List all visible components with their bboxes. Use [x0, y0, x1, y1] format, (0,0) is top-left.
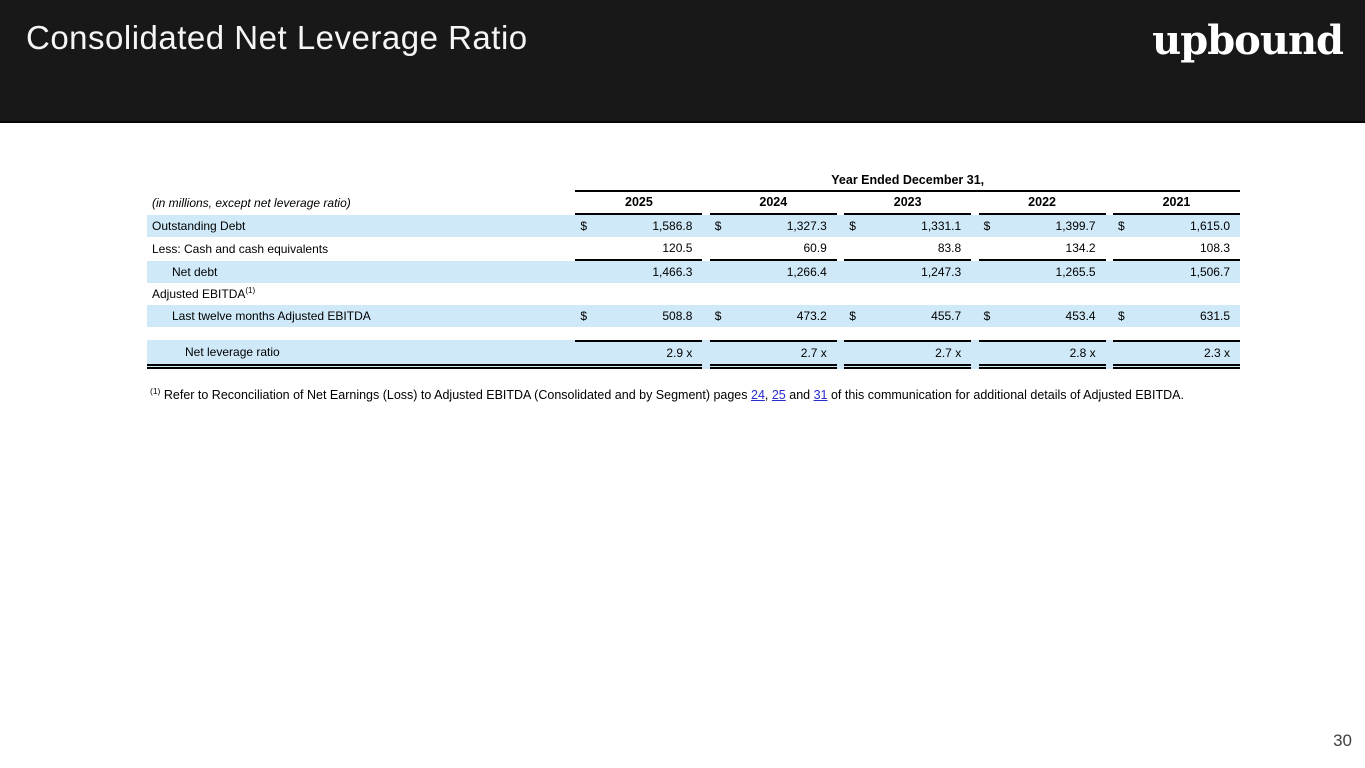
footnote-marker: (1)	[150, 386, 161, 396]
table-row-less-cash: Less: Cash and cash equivalents 120.5 60…	[147, 237, 1240, 261]
table-row-outstanding-debt: Outstanding Debt $1,586.8 $1,327.3 $1,33…	[147, 215, 1240, 237]
row-label: Outstanding Debt	[152, 219, 246, 233]
page-link-31[interactable]: 31	[813, 388, 828, 403]
row-label: Less: Cash and cash equivalents	[152, 242, 329, 256]
year-header: 2024	[709, 192, 837, 215]
year-header: 2023	[844, 192, 972, 215]
net-leverage-table: Year Ended December 31, (in millions, ex…	[147, 170, 1240, 369]
table-spacer-row	[147, 327, 1240, 340]
year-header: 2021	[1112, 192, 1240, 215]
table-cell-value: 120.5	[575, 237, 703, 261]
row-label: Net debt	[172, 265, 218, 279]
page-title: Consolidated Net Leverage Ratio	[26, 19, 528, 56]
header-bar: Consolidated Net Leverage Ratio upbound	[0, 0, 1365, 123]
table-cell-value: 2.7 x	[709, 340, 837, 369]
slide-page-number: 30	[1333, 731, 1352, 750]
row-label: Adjusted EBITDA(1)	[152, 286, 256, 302]
table-cell-value: 1,265.5	[1055, 265, 1096, 279]
empty-cell	[147, 170, 568, 192]
table-row-ltm-adjusted-ebitda: Last twelve months Adjusted EBITDA $508.…	[147, 305, 1240, 327]
table-cell-value: 2.7 x	[844, 340, 972, 369]
table-cell-value: 108.3	[1112, 237, 1240, 261]
footnote-text: of this communication for additional det…	[827, 388, 1184, 403]
table-container: Year Ended December 31, (in millions, ex…	[147, 170, 1240, 369]
table-cell-value: $473.2	[714, 309, 827, 323]
footnote: (1) Refer to Reconciliation of Net Earni…	[150, 386, 1184, 403]
footnote-marker: (1)	[245, 286, 256, 295]
table-cell-value: $508.8	[580, 309, 693, 323]
table-cell-value: 2.3 x	[1112, 340, 1240, 369]
year-header: 2022	[978, 192, 1106, 215]
table-cell-value: 1,247.3	[921, 265, 962, 279]
table-cell-value: $1,331.1	[849, 219, 962, 233]
table-cell-value: 1,506.7	[1189, 265, 1230, 279]
table-row-adjusted-ebitda: Adjusted EBITDA(1)	[147, 283, 1240, 305]
row-label: Last twelve months Adjusted EBITDA	[172, 309, 371, 323]
table-caption: (in millions, except net leverage ratio)	[152, 196, 351, 210]
table-row-net-debt: Net debt 1,466.3 1,266.4 1,247.3 1,265.5…	[147, 261, 1240, 283]
upbound-logo: upbound	[1152, 17, 1344, 64]
table-cell-value: 1,266.4	[786, 265, 827, 279]
table-cell-value: 2.9 x	[575, 340, 703, 369]
table-year-header-row: (in millions, except net leverage ratio)…	[147, 192, 1240, 215]
table-cell-value: 134.2	[978, 237, 1106, 261]
year-ended-header: Year Ended December 31,	[575, 170, 1240, 192]
table-cell-value: $1,399.7	[983, 219, 1096, 233]
table-cell-value: $1,615.0	[1117, 219, 1230, 233]
table-cell-value: $1,586.8	[580, 219, 693, 233]
page-link-24[interactable]: 24	[751, 388, 765, 403]
table-cell-value: 1,466.3	[652, 265, 693, 279]
year-header: 2025	[575, 192, 703, 215]
table-cell-value: 60.9	[709, 237, 837, 261]
row-label: Net leverage ratio	[147, 340, 569, 369]
footnote-text: Refer to Reconciliation of Net Earnings …	[160, 388, 751, 403]
table-cell-value: 2.8 x	[978, 340, 1106, 369]
table-cell-value: $1,327.3	[714, 219, 827, 233]
table-cell-value: $455.7	[849, 309, 962, 323]
table-row-net-leverage-ratio: Net leverage ratio 2.9 x 2.7 x 2.7 x 2.8…	[147, 340, 1240, 369]
table-cell-value: $453.4	[983, 309, 1096, 323]
page-link-25[interactable]: 25	[771, 388, 786, 403]
table-cell-value: 83.8	[844, 237, 972, 261]
table-span-header-row: Year Ended December 31,	[147, 170, 1240, 192]
table-cell-value: $631.5	[1117, 309, 1230, 323]
